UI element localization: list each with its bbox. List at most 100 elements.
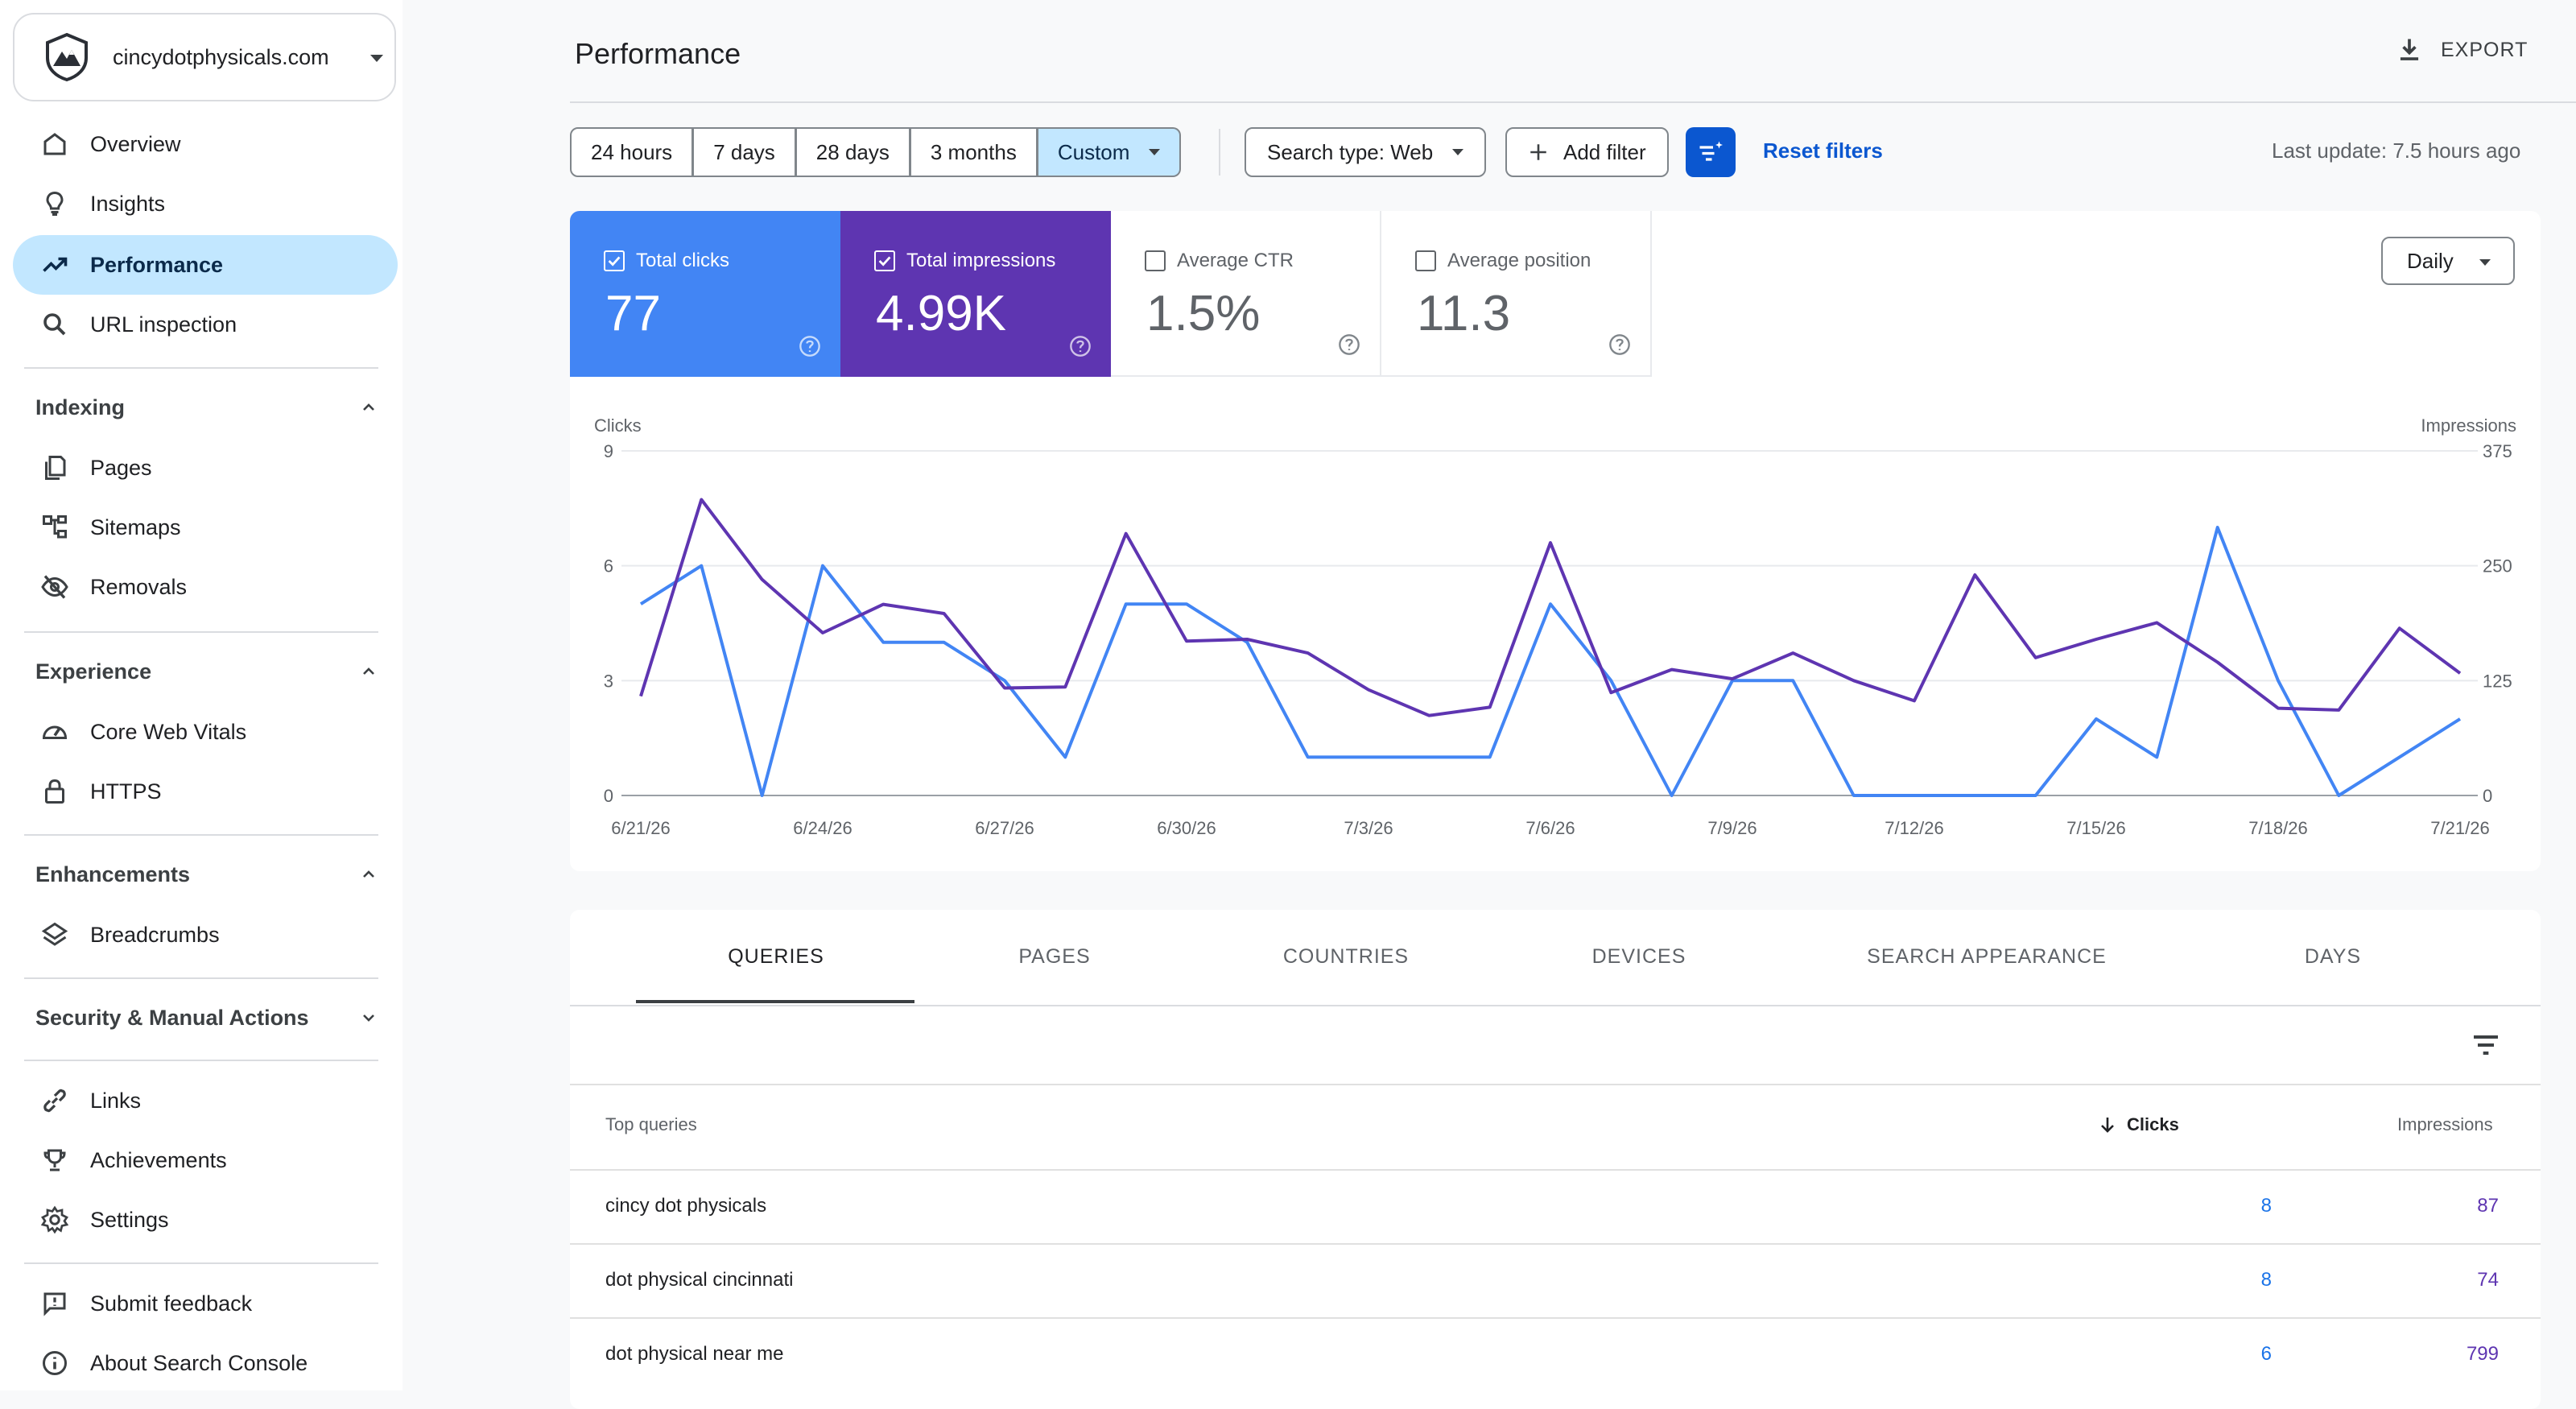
table-row[interactable]: cincy dot physicals 8 87 <box>570 1171 2541 1245</box>
section-enhancements[interactable]: Enhancements <box>35 850 382 899</box>
metric-total-impressions[interactable]: Total impressions 4.99K <box>840 211 1111 377</box>
tab-days[interactable]: DAYS <box>2304 945 2362 968</box>
table-divider <box>570 1243 2541 1245</box>
x-tick-label: 7/9/26 <box>1707 818 1757 838</box>
export-button[interactable]: EXPORT <box>2397 37 2528 63</box>
nav-links[interactable]: Links <box>13 1071 398 1130</box>
chevron-down-icon <box>2479 259 2491 266</box>
reset-filters-link[interactable]: Reset filters <box>1763 138 1883 163</box>
tab-search-appearance[interactable]: SEARCH APPEARANCE <box>1867 945 2107 968</box>
range-3-months[interactable]: 3 months <box>910 127 1038 177</box>
nav-sitemaps[interactable]: Sitemaps <box>13 498 398 557</box>
help-icon[interactable] <box>1338 333 1360 356</box>
metric-average-ctr[interactable]: Average CTR 1.5% <box>1111 211 1381 377</box>
chevron-down-icon <box>370 55 383 62</box>
metric-label: Total impressions <box>874 250 1055 272</box>
checkbox-unchecked-icon[interactable] <box>1415 250 1436 271</box>
nav-overview[interactable]: Overview <box>13 114 398 174</box>
row-query: cincy dot physicals <box>605 1195 767 1217</box>
column-header-clicks[interactable]: Clicks <box>2098 1114 2179 1135</box>
tab-devices[interactable]: DEVICES <box>1591 945 1686 968</box>
table-row[interactable]: dot physical near me 6 799 <box>570 1319 2541 1393</box>
nav-performance-label: Performance <box>90 252 224 277</box>
row-clicks: 8 <box>2260 1195 2272 1217</box>
nav-settings[interactable]: Settings <box>13 1190 398 1250</box>
section-experience[interactable]: Experience <box>35 647 382 696</box>
nav-performance[interactable]: Performance <box>13 235 398 295</box>
range-28-days[interactable]: 28 days <box>795 127 910 177</box>
layers-icon <box>41 922 68 946</box>
y-tick-label: 6 <box>604 556 613 576</box>
help-icon[interactable] <box>1608 333 1631 356</box>
chevron-up-icon <box>363 667 374 675</box>
section-security[interactable]: Security & Manual Actions <box>35 994 382 1042</box>
property-selector[interactable]: cincydotphysicals.com <box>13 13 396 101</box>
x-tick-label: 6/21/26 <box>611 818 670 838</box>
trophy-icon <box>43 1149 66 1171</box>
filter-rows-icon[interactable] <box>2470 1029 2502 1061</box>
metric-label: Average position <box>1415 250 1591 272</box>
range-custom[interactable]: Custom <box>1037 127 1182 177</box>
sidebar: cincydotphysicals.com Overview Insights … <box>0 0 402 1390</box>
link-icon <box>43 1089 66 1113</box>
table-row[interactable]: dot physical cincinnati 8 74 <box>570 1245 2541 1319</box>
nav-removals[interactable]: Removals <box>13 557 398 617</box>
arrow-down-icon <box>2101 1118 2114 1133</box>
granularity-dropdown[interactable]: Daily <box>2381 237 2515 285</box>
nav-breadcrumbs[interactable]: Breadcrumbs <box>13 905 398 965</box>
x-tick-label: 6/24/26 <box>793 818 852 838</box>
tab-countries[interactable]: COUNTRIES <box>1282 945 1410 968</box>
series-line-clicks <box>639 526 2462 797</box>
table-divider <box>570 1084 2541 1085</box>
nav-submit-feedback[interactable]: Submit feedback <box>13 1274 398 1333</box>
help-icon[interactable] <box>799 335 821 357</box>
nav-url-inspection[interactable]: URL inspection <box>13 295 398 354</box>
gear-icon <box>40 1205 69 1234</box>
nav-core-web-vitals[interactable]: Core Web Vitals <box>13 702 398 762</box>
section-enhancements-label: Enhancements <box>35 862 191 886</box>
section-indexing[interactable]: Indexing <box>35 383 382 432</box>
add-filter-button[interactable]: Add filter <box>1505 127 1669 177</box>
x-tick-label: 7/15/26 <box>2066 818 2125 838</box>
nav-about[interactable]: About Search Console <box>13 1333 398 1393</box>
column-header-impressions[interactable]: Impressions <box>2397 1114 2493 1134</box>
speedometer-icon <box>42 725 68 739</box>
nav-overview-label: Overview <box>90 131 181 156</box>
range-24-hours[interactable]: 24 hours <box>570 127 694 177</box>
search-type-dropdown[interactable]: Search type: Web <box>1245 127 1487 177</box>
checkbox-unchecked-icon[interactable] <box>1145 250 1166 271</box>
nav-achievements-label: Achievements <box>90 1147 227 1172</box>
nav-links-label: Links <box>90 1088 142 1113</box>
checkbox-checked-icon[interactable] <box>604 250 625 271</box>
tab-queries[interactable]: QUERIES <box>728 945 824 968</box>
nav-pages[interactable]: Pages <box>13 438 398 498</box>
metric-total-clicks[interactable]: Total clicks 77 <box>570 211 840 377</box>
performance-chart-card: Total clicks 77 Total impressions 4.99K … <box>570 211 2541 871</box>
metric-ctr-label: Average CTR <box>1177 250 1294 271</box>
y-tick-label: 3 <box>604 671 613 691</box>
y2-tick-label: 250 <box>2483 556 2512 576</box>
y2-tick-label: 375 <box>2483 441 2512 461</box>
tab-pages[interactable]: PAGES <box>1018 945 1091 968</box>
pages-icon <box>45 456 66 480</box>
range-7-days[interactable]: 7 days <box>693 127 796 177</box>
nav-insights[interactable]: Insights <box>13 174 398 233</box>
nav-https[interactable]: HTTPS <box>13 762 398 821</box>
checkbox-checked-icon[interactable] <box>874 250 895 271</box>
nav-submit-feedback-label: Submit feedback <box>90 1291 253 1316</box>
chevron-down-icon <box>363 1014 374 1022</box>
lightbulb-icon <box>46 191 64 216</box>
x-tick-label: 7/3/26 <box>1344 818 1393 838</box>
sitemap-icon <box>43 515 67 539</box>
property-name: cincydotphysicals.com <box>113 44 329 69</box>
metric-label: Average CTR <box>1145 250 1294 272</box>
column-header-clicks-label: Clicks <box>2127 1114 2179 1134</box>
chevron-down-icon <box>1452 149 1464 155</box>
help-icon[interactable] <box>1069 335 1092 357</box>
y-tick-label: 0 <box>604 786 613 806</box>
metric-average-position[interactable]: Average position 11.3 <box>1381 211 1652 377</box>
filter-settings-button[interactable] <box>1686 127 1736 177</box>
nav-settings-label: Settings <box>90 1207 169 1232</box>
x-tick-label: 7/6/26 <box>1525 818 1575 838</box>
nav-achievements[interactable]: Achievements <box>13 1130 398 1190</box>
